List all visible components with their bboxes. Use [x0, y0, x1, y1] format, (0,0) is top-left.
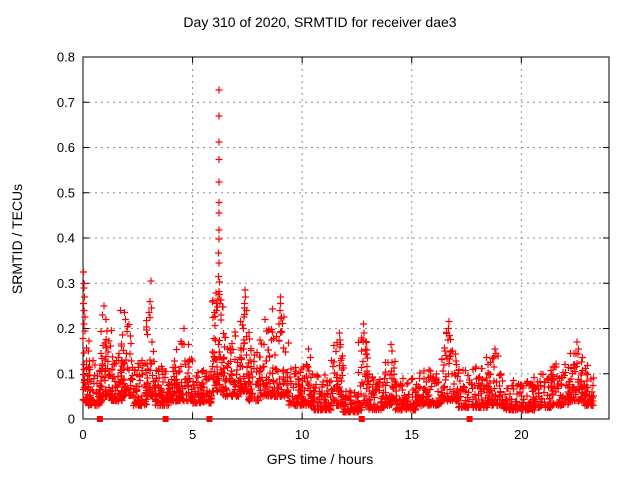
- svg-text:10: 10: [295, 427, 309, 442]
- x-axis-label: GPS time / hours: [266, 451, 374, 467]
- data-points: [79, 86, 597, 416]
- svg-text:5: 5: [189, 427, 196, 442]
- svg-text:0.5: 0.5: [57, 185, 75, 200]
- svg-text:0: 0: [68, 412, 75, 427]
- zero-markers: [96, 416, 473, 422]
- svg-text:15: 15: [405, 427, 419, 442]
- svg-text:0.4: 0.4: [57, 231, 75, 246]
- grid-lines: [83, 57, 609, 419]
- svg-text:0.2: 0.2: [57, 321, 75, 336]
- svg-text:0.6: 0.6: [57, 140, 75, 155]
- svg-text:0: 0: [79, 427, 86, 442]
- svg-text:0.8: 0.8: [57, 50, 75, 65]
- svg-text:0.3: 0.3: [57, 276, 75, 291]
- y-tick-labels: 0 0.1 0.2 0.3 0.4 0.5 0.6 0.7 0.8: [57, 50, 75, 427]
- svg-text:20: 20: [514, 427, 528, 442]
- chart-title: Day 310 of 2020, SRMTID for receiver dae…: [183, 14, 457, 30]
- x-tick-labels: 0 5 10 15 20: [79, 427, 528, 442]
- svg-text:0.1: 0.1: [57, 366, 75, 381]
- plot-border: [82, 56, 610, 420]
- y-axis-label: SRMTID / TECUs: [9, 183, 25, 295]
- svg-text:0.7: 0.7: [57, 95, 75, 110]
